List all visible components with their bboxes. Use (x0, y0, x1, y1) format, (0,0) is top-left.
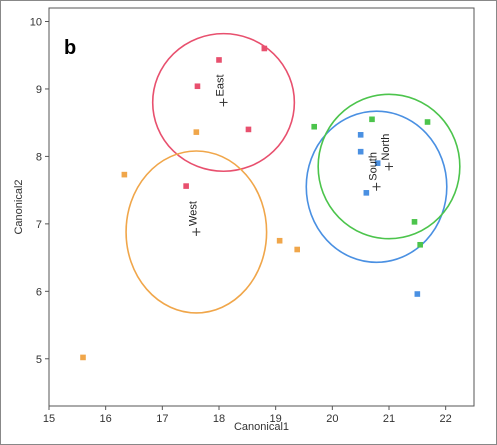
centroid-label-south: South (368, 152, 380, 181)
point-north (417, 241, 423, 248)
point-south (357, 148, 364, 155)
point-east (261, 45, 268, 52)
y-tick-label: 10 (30, 16, 42, 28)
point-north (424, 119, 431, 125)
centroid-label-west: West (187, 201, 199, 226)
centroid-label-east: East (215, 74, 227, 96)
point-west (294, 246, 300, 253)
y-tick-label: 9 (36, 84, 42, 96)
y-tick-label: 5 (36, 354, 42, 366)
y-tick-label: 7 (36, 219, 42, 231)
ellipse-west (125, 150, 268, 314)
x-tick-label: 15 (43, 413, 55, 425)
point-east (183, 183, 189, 189)
x-tick-label: 17 (156, 413, 168, 425)
point-south (414, 291, 421, 297)
panel-label: b (64, 37, 76, 59)
x-tick-label: 22 (440, 413, 452, 425)
y-tick-label: 8 (36, 151, 42, 163)
ellipse-south (305, 110, 448, 264)
point-west (121, 171, 128, 178)
data-points (80, 45, 431, 361)
x-tick-label: 20 (326, 413, 338, 425)
point-south (374, 160, 381, 166)
ellipse-east (151, 32, 296, 173)
point-west (276, 237, 283, 244)
x-tick-label: 21 (383, 413, 395, 425)
point-north (369, 116, 375, 123)
point-west (193, 129, 200, 135)
x-tick-label: 16 (100, 413, 112, 425)
point-east (216, 57, 222, 63)
point-east (194, 83, 201, 90)
x-tick-label: 19 (270, 413, 282, 425)
point-west (80, 354, 86, 361)
point-north (311, 123, 317, 130)
point-north (411, 219, 418, 225)
x-axis-title: Canonical1 (234, 421, 289, 433)
y-tick-label: 6 (36, 286, 42, 298)
point-south (363, 190, 370, 196)
point-south (357, 132, 364, 138)
plot-area-frame (48, 7, 475, 407)
y-axis-ticks: 5 6 7 8 9 10 (30, 16, 49, 366)
x-tick-label: 18 (213, 413, 225, 425)
centroid-label-north: North (380, 134, 392, 161)
ellipse-north (317, 93, 461, 240)
x-axis-ticks: 15 16 17 18 19 20 21 22 (43, 406, 452, 425)
confidence-ellipses (125, 32, 461, 314)
point-east (245, 126, 252, 133)
y-axis-title: Canonical2 (13, 179, 25, 234)
